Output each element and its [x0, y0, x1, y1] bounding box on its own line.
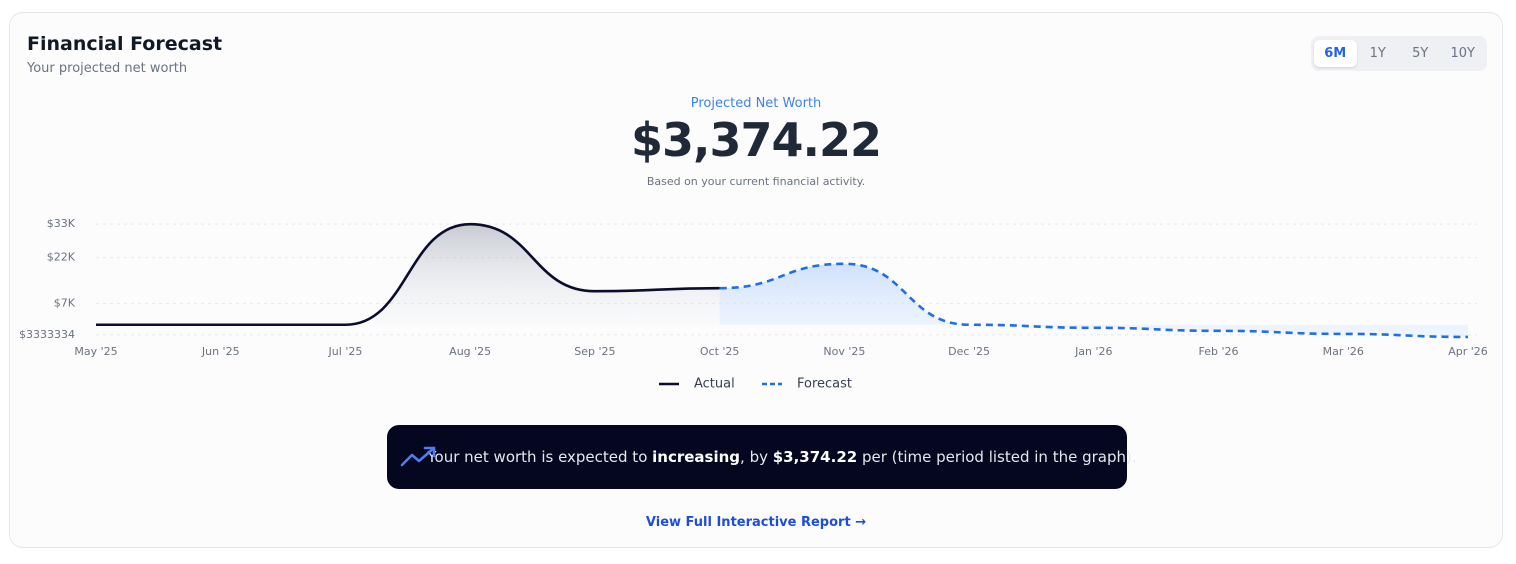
x-tick-label: Nov '25: [823, 345, 865, 358]
summary-note: Based on your current financial activity…: [646, 175, 866, 188]
trend-icon: [400, 446, 436, 467]
banner-amount: $3,374.22: [772, 448, 858, 466]
x-tick-label: Sep '25: [574, 345, 615, 358]
x-tick-label: Aug '25: [449, 345, 491, 358]
banner-trend: increasing: [652, 448, 741, 466]
series-area: [719, 263, 1468, 337]
y-tick-label: $33K: [47, 217, 76, 230]
card-title: Financial Forecast: [27, 33, 223, 55]
range-tab[interactable]: 1Y: [1369, 46, 1386, 61]
y-tick-label: $22K: [47, 251, 76, 264]
x-tick-label: Jun '25: [201, 345, 240, 358]
report-link[interactable]: View Full Interactive Report →: [645, 515, 867, 530]
card-subtitle: Your projected net worth: [27, 61, 188, 76]
series-line: [96, 222, 720, 327]
range-tab[interactable]: 6M: [1314, 40, 1357, 67]
x-tick-label: Oct '25: [700, 345, 740, 358]
x-tick-label: Dec '25: [948, 345, 990, 358]
x-tick-label: Jan '26: [1074, 345, 1112, 358]
y-tick-label: $7K: [54, 296, 76, 309]
insight-banner: Your net worth is expected to increasing…: [387, 425, 1137, 489]
chart: $3333334 $7K $22K $33K May '25 Jun '25 Jul '25…: [19, 217, 1488, 392]
series-line: [719, 262, 1469, 339]
range-tab[interactable]: 10Y: [1450, 46, 1475, 61]
range-tab[interactable]: 5Y: [1412, 46, 1429, 61]
x-tick-label: Mar '26: [1323, 345, 1364, 358]
y-tick-label: $3333334: [19, 328, 75, 341]
legend-label: Actual: [694, 377, 735, 392]
banner-text: Your net worth is expected to: [427, 448, 653, 466]
range-tabs: 6M 1Y 5Y 10Y: [1311, 36, 1487, 71]
x-tick-label: Feb '26: [1199, 345, 1239, 358]
banner-text: per (time period listed in the graph).: [857, 448, 1137, 466]
x-tick-label: May '25: [74, 345, 117, 358]
banner-text: , by: [740, 448, 773, 466]
summary-label: Projected Net Worth: [690, 96, 822, 111]
forecast-card: Financial Forecast Your projected net wo…: [9, 12, 1503, 548]
x-tick-label: Apr '26: [1448, 345, 1488, 358]
x-tick-label: Jul '25: [328, 345, 363, 358]
legend-label: Forecast: [797, 377, 852, 392]
summary-value: $3,374.22: [631, 113, 882, 167]
